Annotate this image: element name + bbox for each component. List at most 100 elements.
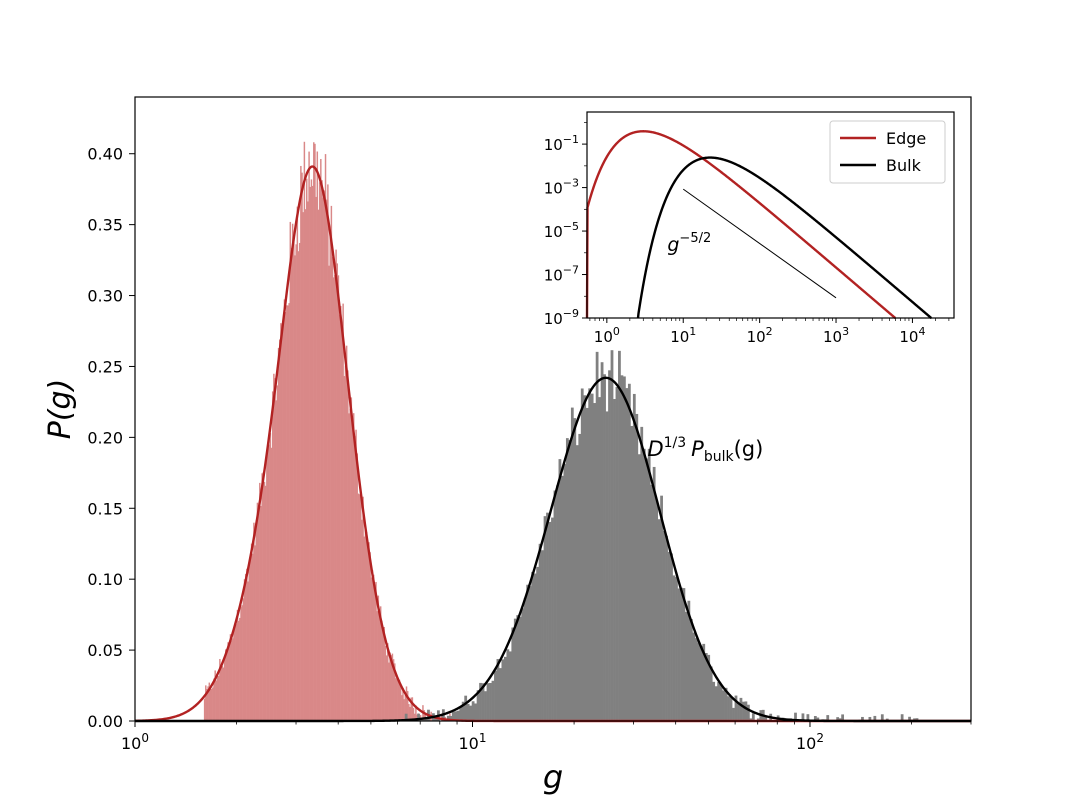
histogram-bar — [873, 715, 877, 721]
histogram-bar — [242, 598, 245, 721]
histogram-bar — [503, 656, 507, 721]
histogram-bar — [232, 638, 234, 721]
histogram-bar — [642, 448, 646, 721]
y-tick-label: 0.15 — [87, 499, 123, 518]
y-tick-label: 0.40 — [87, 145, 123, 164]
histogram-bar — [660, 495, 663, 721]
histogram-bar — [233, 627, 235, 721]
histogram-bar — [536, 566, 539, 721]
histogram-bar — [913, 718, 916, 721]
histogram-bar — [632, 393, 636, 721]
histogram-bar — [257, 513, 260, 721]
histogram-bar — [235, 624, 238, 721]
histogram-bar — [548, 521, 552, 721]
histogram-bar — [374, 589, 376, 721]
histogram-bar — [496, 659, 500, 721]
histogram-bar — [340, 306, 342, 721]
histogram-bar — [333, 277, 335, 721]
histogram-bar — [412, 708, 415, 721]
histogram-bar — [216, 674, 219, 721]
histogram-bar — [712, 681, 716, 721]
histogram-bar — [263, 481, 266, 721]
histogram-bar — [398, 679, 401, 721]
histogram-bar — [382, 628, 384, 721]
histogram-bar — [379, 606, 382, 721]
histogram-bar — [595, 351, 599, 721]
histogram-bar — [397, 678, 400, 721]
histogram-bar — [764, 716, 768, 721]
histogram-bar — [692, 632, 696, 721]
histogram-bar — [383, 626, 385, 721]
histogram-bar — [282, 321, 284, 721]
histogram-bar — [694, 638, 698, 721]
histogram-bar — [399, 684, 402, 721]
histogram-bar — [449, 715, 453, 721]
histogram-bar — [277, 347, 280, 721]
histogram-bar — [271, 391, 274, 721]
histogram-bar — [264, 485, 267, 721]
histogram-bar — [360, 491, 362, 721]
histogram-bar — [212, 687, 214, 721]
y-tick-label: 0.10 — [87, 570, 123, 589]
histogram-bar — [598, 397, 601, 721]
histogram-bar — [276, 385, 279, 721]
histogram-bar — [533, 573, 537, 721]
histogram-bar — [298, 242, 301, 721]
inset-y-tick-label: 10−7 — [544, 264, 579, 285]
histogram-bar — [356, 453, 358, 721]
histogram-bar — [270, 447, 273, 721]
histogram-bar — [269, 433, 272, 721]
histogram-bar — [341, 328, 343, 721]
histogram-bar — [395, 678, 397, 721]
histogram-bar — [249, 556, 252, 721]
histogram-bar — [375, 581, 377, 721]
histogram-bar — [372, 574, 375, 721]
histogram-bar — [394, 663, 396, 721]
histogram-bar — [364, 529, 367, 721]
histogram-bar — [508, 651, 512, 721]
histogram-bar — [329, 232, 331, 721]
histogram-bar — [476, 690, 480, 721]
histogram-bar — [287, 305, 289, 721]
histogram-bar — [697, 642, 701, 721]
inset-x-tick-label: 104 — [899, 325, 925, 346]
histogram-bar — [363, 536, 365, 721]
histogram-bar — [739, 697, 743, 721]
histogram-bar — [222, 667, 225, 721]
histogram-bar — [267, 448, 269, 721]
histogram-bar — [309, 186, 311, 722]
y-tick-label: 0.05 — [87, 641, 123, 660]
histogram-bar — [434, 717, 438, 721]
histogram-bar — [675, 577, 678, 721]
histogram-bar — [402, 688, 404, 721]
histogram-bar — [350, 397, 353, 721]
inset-x-tick-label: 102 — [747, 325, 773, 346]
histogram-bar — [489, 682, 492, 721]
histogram-bar — [357, 493, 360, 721]
histogram-bar — [236, 609, 239, 721]
histogram-bar — [390, 655, 392, 721]
histogram-bar — [841, 714, 845, 721]
histogram-bar — [684, 611, 688, 721]
histogram-bar — [635, 413, 639, 721]
histogram-bar — [486, 683, 490, 721]
histogram-bar — [316, 151, 319, 721]
histogram-bar — [406, 691, 409, 721]
histogram-bar — [699, 645, 703, 721]
histogram-bar — [756, 718, 760, 721]
histogram-bar — [459, 706, 463, 721]
histogram-bar — [355, 429, 357, 721]
histogram-bar — [826, 715, 830, 721]
histogram-bar — [749, 718, 753, 721]
inset-curve — [636, 156, 933, 320]
histogram-bar — [751, 713, 755, 721]
histogram-bar — [392, 659, 395, 721]
inset-y-tick-label: 10−5 — [544, 220, 579, 241]
histogram-bar — [588, 388, 592, 721]
histogram-bar — [302, 212, 304, 721]
histogram-bar — [794, 712, 797, 721]
histogram-bar — [680, 587, 683, 721]
histogram-bar — [528, 586, 532, 721]
histogram-bar — [243, 579, 246, 721]
histogram-bar — [526, 584, 530, 721]
